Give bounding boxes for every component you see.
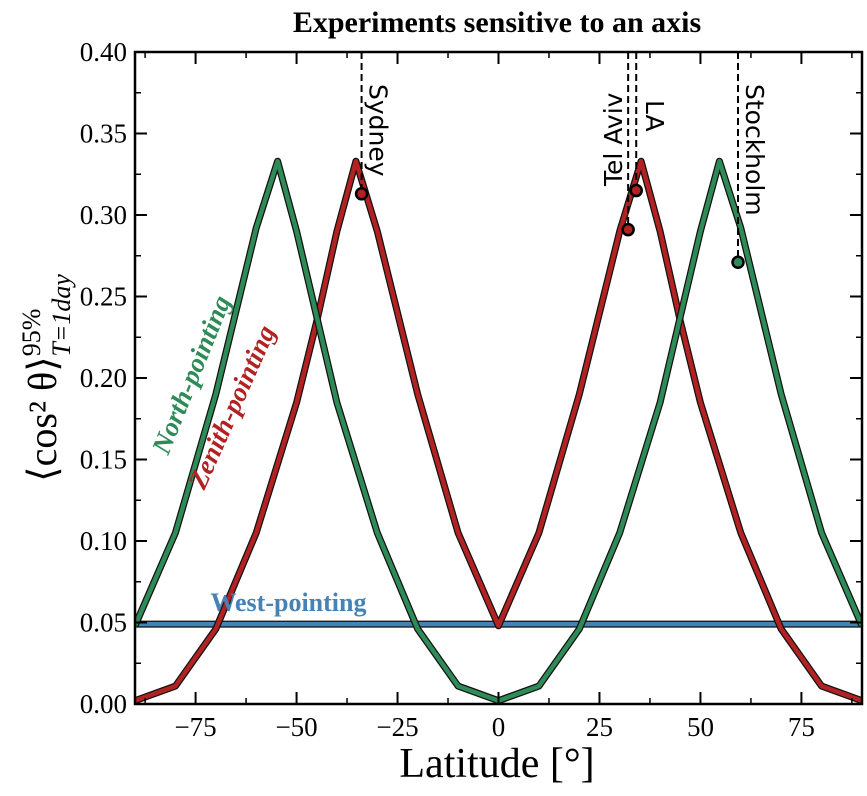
- x-tick-label: 0: [492, 712, 506, 742]
- y-tick-label: 0.35: [80, 119, 127, 149]
- west-pointing-curve-label: West-pointing: [210, 588, 366, 617]
- la-label: LA: [640, 100, 669, 132]
- y-tick-label: 0.30: [80, 200, 127, 230]
- x-tick-label: −25: [376, 712, 418, 742]
- sydney-label: Sydney: [364, 84, 393, 177]
- axis-ticks: −75 −50 −25 0 25 50 75 0.00 0.05 0.10 0.15 0.20 0.25…: [80, 37, 862, 742]
- y-axis-label-group: ⟨cos² θ⟩95%T=1day: [17, 274, 76, 482]
- y-axis-label: ⟨cos² θ⟩95%T=1day: [17, 274, 76, 482]
- curve-labels: North-pointingZenith-pointingWest-pointi…: [146, 291, 367, 617]
- x-tick-label: 75: [788, 712, 815, 742]
- stockholm-label: Stockholm: [740, 84, 769, 216]
- zenith-pointing-outline: [135, 157, 862, 704]
- x-tick-label: −50: [275, 712, 317, 742]
- tel-aviv-marker-point: [621, 222, 635, 237]
- y-tick-label: 0.15: [80, 445, 127, 475]
- la-marker-point: [629, 183, 643, 198]
- y-tick-label: 0.40: [80, 37, 127, 67]
- plot-curves: [135, 157, 862, 704]
- zenith-pointing-line: [135, 158, 862, 703]
- stockholm-marker-point: [731, 255, 745, 270]
- x-tick-label: −75: [174, 712, 216, 742]
- y-tick-label: 0.00: [80, 689, 127, 719]
- y-tick-label: 0.05: [80, 608, 127, 638]
- y-tick-label: 0.20: [80, 363, 127, 393]
- x-tick-label: 25: [586, 712, 613, 742]
- y-tick-label: 0.25: [80, 282, 127, 312]
- y-axis-label-main: ⟨cos² θ⟩: [20, 356, 65, 482]
- y-axis-label-subscript: T=1day: [47, 274, 76, 357]
- city-annotations: Sydney Tel Aviv LA Stockholm: [354, 52, 769, 270]
- y-tick-label: 0.10: [80, 526, 127, 556]
- tel-aviv-label: Tel Aviv: [599, 92, 628, 187]
- x-tick-label: 50: [687, 712, 714, 742]
- sydney-marker-point: [354, 187, 369, 201]
- y-axis-label-superscript: 95%: [17, 309, 46, 357]
- x-axis-label: Latitude [°]: [399, 741, 594, 787]
- chart-title: Experiments sensitive to an axis: [293, 6, 701, 39]
